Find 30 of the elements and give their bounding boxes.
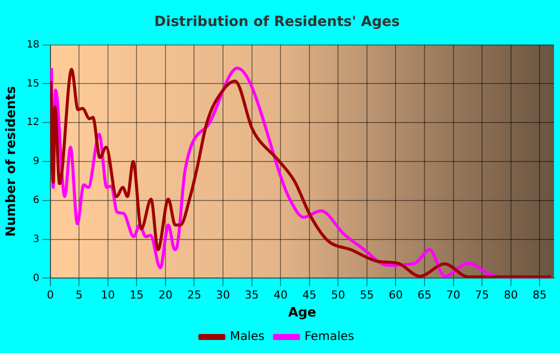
x-tick-label: 10 (100, 288, 115, 302)
y-tick-label: 3 (32, 234, 40, 245)
x-tick-label: 5 (76, 288, 83, 302)
y-axis-title: Number of residents (4, 86, 20, 237)
x-tick-label: 85 (532, 288, 547, 302)
x-tick-label: 45 (302, 288, 316, 302)
x-tick-label: 35 (244, 288, 259, 302)
y-tick-label: 18 (26, 39, 40, 50)
legend-label: Males (230, 329, 265, 344)
x-tick-label: 15 (130, 288, 144, 302)
y-tick-label: 0 (32, 272, 40, 284)
x-tick-label: 80 (504, 288, 518, 302)
x-tick-label: 55 (360, 288, 374, 302)
x-tick-label: 70 (446, 288, 460, 302)
y-tick-label: 9 (32, 156, 40, 168)
y-tick-label: 6 (32, 194, 40, 206)
x-axis-title: Age (288, 306, 316, 321)
x-tick-label: 20 (158, 288, 172, 302)
legend-label: Females (304, 329, 354, 344)
chart-title: Distribution of Residents' Ages (154, 14, 400, 30)
x-tick-label: 65 (417, 288, 432, 302)
y-tick-label: 15 (26, 78, 40, 90)
x-tick-label: 30 (216, 288, 230, 302)
y-tick-label: 12 (26, 117, 40, 128)
x-tick-label: 40 (274, 288, 288, 302)
x-tick-label: 0 (46, 288, 54, 302)
x-tick-label: 75 (475, 288, 490, 302)
x-tick-label: 60 (388, 288, 403, 302)
x-tick-label: 50 (331, 288, 346, 302)
x-tick-label: 25 (187, 288, 202, 302)
